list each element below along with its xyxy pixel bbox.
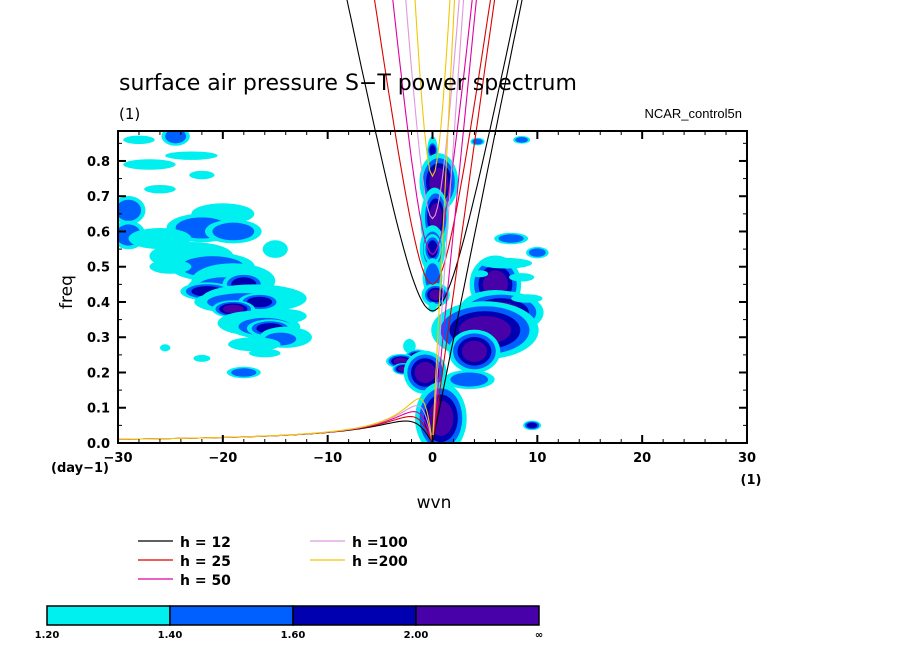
legend-label: h = 50 xyxy=(180,573,231,589)
contour-region-level-1 xyxy=(509,273,535,282)
legend: h = 12 h = 25 h = 50 h =100 h =200 xyxy=(138,535,408,589)
contour-region-level-1 xyxy=(471,270,489,278)
contour-region-level-1 xyxy=(511,294,543,303)
contour-region-level-2 xyxy=(528,248,546,257)
chart-title: surface air pressure S−T power spectrum xyxy=(119,71,577,96)
dispersion-curve-kelvin-h12 xyxy=(431,0,523,443)
y-tick-label: 0.5 xyxy=(87,261,110,276)
contour-region-level-3 xyxy=(427,240,438,258)
x-tick-label: 20 xyxy=(633,451,651,466)
contour-region-level-1 xyxy=(403,339,416,354)
contour-region-level-3 xyxy=(526,422,538,429)
colorbar-label: 2.00 xyxy=(404,630,429,641)
colorbar: 1.20 1.40 1.60 2.00 ∞ xyxy=(35,605,543,641)
contour-region-level-1 xyxy=(149,259,192,274)
dispersion-curve-kelvin-h100 xyxy=(431,0,465,443)
axis-ticks: −30 −20 −10 0 10 20 30 0.0 0.1 0.2 0.3 0.4 0.5 0.6 0.7… xyxy=(87,131,756,466)
colorbar-segment xyxy=(415,605,540,626)
contour-region-level-4 xyxy=(461,340,488,362)
contour-region-level-1 xyxy=(165,151,218,160)
y-tick-label: 0.2 xyxy=(87,366,110,381)
dispersion-curve-rossby-n1-h12 xyxy=(118,420,433,443)
y-tick-label: 0.7 xyxy=(87,190,110,205)
dispersion-curve-inertia-gravity-n1-h25 xyxy=(373,0,492,285)
colorbar-segment xyxy=(292,605,417,626)
y-tick-label: 0.6 xyxy=(87,225,110,240)
dispersion-curve-inertia-gravity-n1-h12 xyxy=(346,0,519,312)
contour-region-level-1 xyxy=(228,337,281,352)
contour-region-level-2 xyxy=(118,199,142,221)
contour-region-level-1 xyxy=(262,240,288,258)
dispersion-curve-inertia-gravity-n1-h100 xyxy=(405,0,460,220)
contour-region-level-2 xyxy=(212,222,255,241)
contour-region-level-4 xyxy=(414,361,436,384)
contour-region-level-1 xyxy=(144,184,176,194)
y-tick-label: 0.3 xyxy=(87,331,110,346)
dispersion-curve-kelvin-h25 xyxy=(431,0,496,443)
colorbar-label: 1.20 xyxy=(35,630,60,641)
x-tick-label: −20 xyxy=(208,451,237,466)
x-tick-label: −30 xyxy=(104,451,133,466)
colorbar-label: ∞ xyxy=(535,630,543,641)
experiment-label: NCAR_control5n xyxy=(644,106,742,121)
contour-region-level-2 xyxy=(231,368,257,377)
contour-region-level-1 xyxy=(479,257,533,269)
contour-region-level-4 xyxy=(429,289,442,301)
x-tick-label: 10 xyxy=(528,451,546,466)
chart-subtitle: (1) xyxy=(119,105,140,123)
y-tick-label: 0.1 xyxy=(87,402,110,417)
colorbar-label: 1.60 xyxy=(281,630,306,641)
colorbar-segment xyxy=(46,605,171,626)
x-tick-label: 0 xyxy=(428,451,437,466)
y-axis-label: freq xyxy=(57,275,77,309)
contour-region-level-1 xyxy=(189,170,215,180)
dispersion-curve-rossby-n1-h200 xyxy=(118,397,434,443)
contour-regions xyxy=(118,131,549,443)
contour-region-level-2 xyxy=(450,372,489,387)
y-tick-label: 0.4 xyxy=(87,296,110,311)
dispersion-curve-kelvin-h50 xyxy=(431,0,477,443)
contour-region-level-1 xyxy=(123,135,155,145)
y-tick-label: 0.0 xyxy=(87,437,110,452)
y-units-label: (day−1) xyxy=(51,461,109,476)
y-tick-label: 0.8 xyxy=(87,155,110,170)
dispersion-curves xyxy=(118,0,523,443)
legend-label: h = 25 xyxy=(180,554,231,570)
contour-region-level-3 xyxy=(246,296,273,308)
contour-region-level-3 xyxy=(429,145,436,156)
legend-label: h =200 xyxy=(352,554,408,570)
x-tick-label: −10 xyxy=(313,451,342,466)
dispersion-curve-inertia-gravity-n1-h200 xyxy=(414,0,451,178)
contour-region-level-4 xyxy=(429,203,442,232)
x-axis-label: wvn xyxy=(417,493,452,513)
contour-region-level-1 xyxy=(123,159,176,170)
contour-region-level-4 xyxy=(222,304,244,314)
colorbar-label: 1.40 xyxy=(158,630,183,641)
contour-region-level-1 xyxy=(159,344,171,352)
contour-region-level-4 xyxy=(393,357,409,365)
legend-label: h =100 xyxy=(352,535,408,551)
dispersion-curve-inertia-gravity-n1-h50 xyxy=(392,0,473,255)
contour-region-level-1 xyxy=(249,348,281,358)
contour-region-level-4 xyxy=(428,400,454,436)
contour-region-level-2 xyxy=(515,136,528,143)
x-units-label: (1) xyxy=(741,473,762,488)
contour-region-level-1 xyxy=(193,354,211,362)
contour-region-level-2 xyxy=(498,234,524,243)
legend-label: h = 12 xyxy=(180,535,231,551)
x-tick-label: 30 xyxy=(738,451,756,466)
dispersion-curve-kelvin-h200 xyxy=(431,0,456,443)
colorbar-segment xyxy=(169,605,294,626)
